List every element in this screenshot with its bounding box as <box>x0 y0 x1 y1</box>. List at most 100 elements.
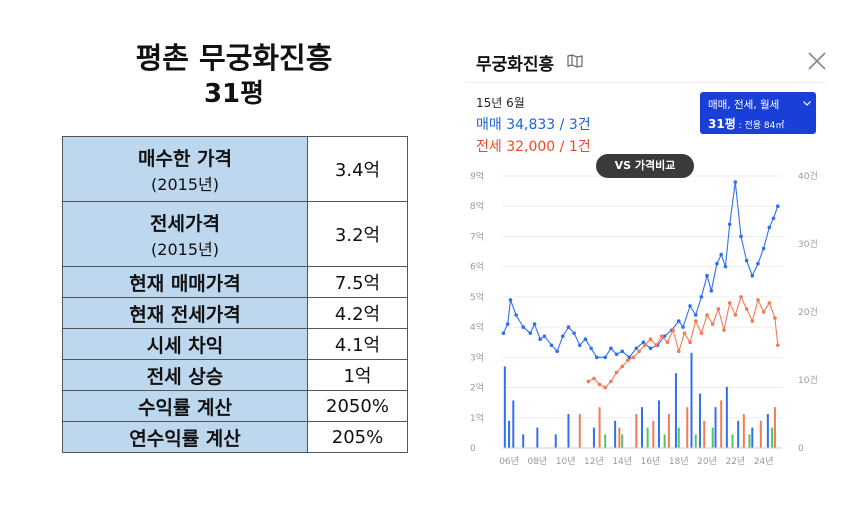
y-left-tick-label: 2억 <box>470 382 484 394</box>
price-compare-button[interactable]: VS 가격비교 <box>596 154 694 178</box>
data-point <box>676 319 681 323</box>
data-point <box>775 204 780 209</box>
data-point <box>572 331 576 335</box>
sale-price-summary: 매매 34,833 / 3건 <box>476 117 591 133</box>
volume-bar <box>766 414 769 448</box>
y-right-tick-label: 0 <box>798 444 804 454</box>
data-point <box>555 349 559 354</box>
trade-type-dropdown[interactable]: 매매, 전세, 월세 31평 : 전용 84㎡ <box>700 92 816 134</box>
y-left-tick-label: 5억 <box>470 291 484 303</box>
y-left-tick-label: 1억 <box>470 412 484 424</box>
data-point <box>566 325 571 329</box>
data-point <box>592 376 596 381</box>
volume-bar <box>667 414 670 448</box>
data-point <box>693 319 698 323</box>
volume-bar <box>720 400 723 448</box>
price-panel: 무궁화진흥 15년 6월 매매 34,833 / 3건 전세 32,000 / … <box>466 40 841 480</box>
data-point <box>514 313 518 317</box>
y-right-tick-label: 20건 <box>798 307 818 318</box>
data-point <box>750 273 755 278</box>
map-icon[interactable] <box>567 54 583 68</box>
volume-bar <box>677 427 680 448</box>
volume-bar <box>714 407 717 448</box>
y-left-tick-label: 6억 <box>470 261 484 273</box>
data-point <box>739 295 743 299</box>
table-row: 연수익률 계산 205% <box>62 421 408 453</box>
summary-title-line1: 평촌 무궁화진흥 <box>135 41 333 75</box>
data-point <box>744 307 749 311</box>
selected-period: 15년 6월 <box>476 96 525 110</box>
jeonse-price-summary: 전세 32,000 / 1건 <box>476 139 591 155</box>
summary-table: 매수한 가격 (2015년) 3.4억 전세가격 (2015년) 3.2억 현재 매… <box>62 136 408 453</box>
volume-bar <box>742 414 745 448</box>
data-point <box>709 289 714 293</box>
data-point <box>505 322 510 326</box>
row-value: 2050% <box>307 390 408 422</box>
data-point <box>773 316 777 320</box>
data-point <box>723 264 728 269</box>
volume-bar <box>598 407 601 448</box>
volume-bar <box>652 420 655 448</box>
volume-bar <box>592 427 595 448</box>
data-point <box>705 273 709 278</box>
x-tick-label: 16년 <box>641 456 661 467</box>
x-tick-label: 08년 <box>527 456 547 467</box>
data-point <box>739 234 743 239</box>
data-point <box>771 216 776 221</box>
data-point <box>761 310 766 314</box>
data-point <box>528 331 533 335</box>
data-point <box>508 298 513 302</box>
row-label: 매수한 가격 (2015년) <box>62 136 308 202</box>
data-point <box>583 337 588 341</box>
volume-bar <box>621 434 624 448</box>
data-point <box>501 331 506 335</box>
data-point <box>609 346 613 351</box>
close-icon[interactable] <box>806 50 828 72</box>
data-point <box>688 304 692 308</box>
data-point <box>634 346 639 351</box>
volume-bar <box>635 414 638 448</box>
data-point <box>626 358 630 363</box>
data-point <box>627 355 632 360</box>
row-label: 연수익률 계산 <box>62 421 308 453</box>
data-point <box>719 252 723 257</box>
data-point <box>597 382 602 387</box>
volume-bar <box>674 373 677 448</box>
volume-bar <box>567 414 570 448</box>
data-point <box>620 364 625 369</box>
volume-bar <box>725 386 728 448</box>
trade-types-label: 매매, 전세, 월세 <box>708 99 780 111</box>
data-point <box>637 349 641 354</box>
volume-bar <box>751 427 754 448</box>
row-label: 전세가격 (2015년) <box>62 201 308 267</box>
volume-bar <box>773 407 776 448</box>
data-point <box>549 343 554 348</box>
data-point <box>586 379 591 384</box>
x-tick-label: 06년 <box>499 456 519 467</box>
size-label: 31평 : 전용 84㎡ <box>708 117 785 131</box>
table-row: 현재 전세가격 4.2억 <box>62 297 408 329</box>
row-label: 시세 차익 <box>62 328 308 360</box>
x-tick-label: 10년 <box>556 456 576 467</box>
table-row: 전세 상승 1억 <box>62 359 408 391</box>
volume-bar <box>614 420 617 448</box>
data-point <box>643 343 647 348</box>
data-point <box>682 331 687 335</box>
data-point <box>521 325 526 329</box>
x-tick-label: 22년 <box>725 456 745 467</box>
data-point <box>542 334 547 338</box>
row-label: 수익률 계산 <box>62 390 308 422</box>
table-row: 매수한 가격 (2015년) 3.4억 <box>62 136 408 202</box>
volume-bar <box>694 434 697 448</box>
data-point <box>705 313 709 317</box>
data-point <box>589 346 593 351</box>
data-point <box>710 322 715 326</box>
data-point <box>727 222 732 227</box>
data-point <box>767 301 772 305</box>
volume-bar <box>503 366 506 448</box>
data-point <box>775 343 780 348</box>
y-left-tick-label: 9억 <box>470 170 484 182</box>
row-value: 3.2억 <box>307 201 408 267</box>
y-right-tick-label: 30건 <box>798 239 818 250</box>
row-value: 1억 <box>307 359 408 391</box>
